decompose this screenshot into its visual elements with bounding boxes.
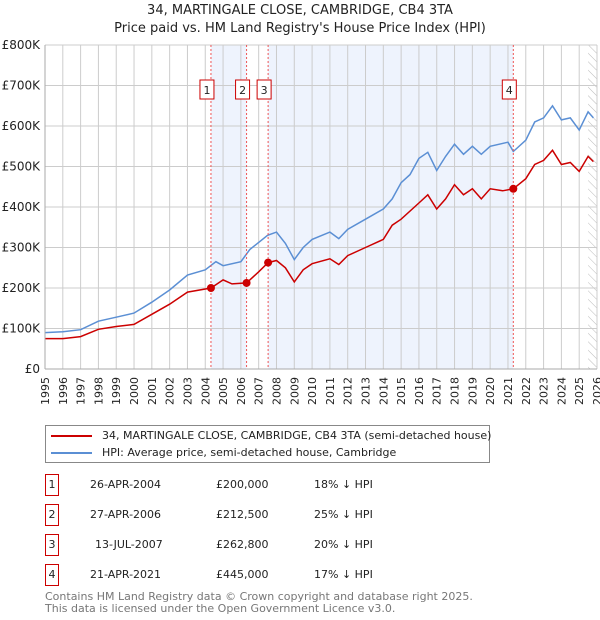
y-tick-label: £300K [2,241,42,255]
sale-number-badge: 3 [45,534,59,556]
legend-label: HPI: Average price, semi-detached house,… [102,446,397,459]
x-tick-label: 1998 [92,377,105,405]
sale-number-badge: 1 [45,474,59,496]
sale-number-badge: 2 [45,504,59,526]
y-tick-label: £500K [2,160,42,174]
sale-date: 21-APR-2021 [90,568,162,581]
sale-marker-label: 1 [203,84,210,97]
sale-number-badge: 4 [45,564,59,586]
chart-title: 34, MARTINGALE CLOSE, CAMBRIDGE, CB4 3TA [147,3,453,18]
x-tick-label: 2014 [377,377,390,405]
x-tick-label: 1995 [39,377,52,405]
y-tick-label: £700K [2,79,42,93]
x-tick-label: 2009 [288,377,301,405]
x-tick-label: 2013 [360,377,373,405]
x-tick-label: 2015 [395,377,408,405]
sale-marker-box [235,79,251,100]
hpi-delta: 17% ↓ HPI [314,568,373,581]
table-row: 3 13-JUL-2007 £262,800 20% ↓ HPI [45,534,545,556]
legend-swatch-blue [51,451,92,454]
legend-label: 34, MARTINGALE CLOSE, CAMBRIDGE, CB4 3TA… [102,429,492,442]
legend-item-hpi: HPI: Average price, semi-detached house,… [51,444,396,461]
legend-item-property: 34, MARTINGALE CLOSE, CAMBRIDGE, CB4 3TA… [51,427,491,444]
licence-text: This data is licensed under the Open Gov… [45,602,396,615]
hpi-delta: 25% ↓ HPI [314,508,373,521]
x-tick-label: 2001 [146,377,159,405]
price-chart: 1 2 3 4 1995 1996 1997 1998 1999 2000 2001 2002 2003… [2,38,600,405]
copyright-text: Contains HM Land Registry data © Crown c… [45,590,473,603]
y-tick-label: £400K [2,200,42,214]
x-tick-label: 2012 [342,377,355,405]
property-price-line [45,149,594,340]
x-tick-label: 2024 [555,377,568,405]
y-tick-label: £600K [2,119,42,133]
x-tick-label: 2017 [431,377,444,405]
x-tick-label: 2020 [484,377,497,405]
hpi-line [44,104,594,334]
sale-marker-label: 4 [506,84,513,97]
x-tick-label: 2010 [306,377,319,405]
y-tick-label: £200K [2,281,42,295]
x-tick-label: 2019 [466,377,479,405]
sale-marker-box [501,79,517,100]
x-tick-label: 2011 [324,377,337,405]
chart-subtitle: Price paid vs. HM Land Registry's House … [114,21,486,36]
x-tick-label: 2021 [502,377,515,405]
x-tick-label: 2008 [270,377,283,405]
legend-swatch-red [51,434,92,437]
sale-price: £200,000 [216,478,269,491]
y-tick-label: £800K [2,38,42,52]
x-tick-label: 2007 [253,377,266,405]
y-tick-label: £100K [2,322,42,336]
sale-marker-label: 2 [239,84,246,97]
x-tick-label: 2016 [413,377,426,405]
table-row: 1 26-APR-2004 £200,000 18% ↓ HPI [45,474,545,496]
sale-date: 13-JUL-2007 [95,538,163,551]
x-tick-label: 2005 [217,377,230,405]
hpi-delta: 20% ↓ HPI [314,538,373,551]
x-tick-label: 2023 [538,377,551,405]
sale-price: £262,800 [216,538,269,551]
sale-date: 26-APR-2004 [90,478,162,491]
x-tick-label: 2022 [520,377,533,405]
x-tick-label: 1996 [57,377,70,405]
sale-marker-label: 3 [261,84,268,97]
sale-marker-box [199,79,215,100]
table-row: 4 21-APR-2021 £445,000 17% ↓ HPI [45,564,545,586]
hpi-delta: 18% ↓ HPI [314,478,373,491]
x-tick-label: 2018 [449,377,462,405]
sale-point [264,258,273,267]
x-tick-label: 2000 [128,377,141,405]
sale-point [206,284,215,292]
x-tick-label: 2002 [164,377,177,405]
table-row: 2 27-APR-2006 £212,500 25% ↓ HPI [45,504,545,526]
footer: Contains HM Land Registry data © Crown c… [45,591,473,615]
sale-marker-box [256,79,272,100]
x-tick-label: 2003 [181,377,194,405]
x-tick-label: 2006 [235,377,248,405]
x-tick-label: 2026 [591,377,600,405]
sale-price: £212,500 [216,508,269,521]
x-tick-label: 1999 [110,377,123,405]
x-tick-label: 2025 [573,377,586,405]
y-tick-label: £0 [25,362,40,376]
sale-point [509,184,518,193]
sale-price: £445,000 [216,568,269,581]
x-tick-label: 1997 [75,377,88,405]
legend: 34, MARTINGALE CLOSE, CAMBRIDGE, CB4 3TA… [45,425,491,463]
sale-point [242,278,251,287]
x-tick-label: 2004 [199,377,212,405]
sale-date: 27-APR-2006 [90,508,162,521]
